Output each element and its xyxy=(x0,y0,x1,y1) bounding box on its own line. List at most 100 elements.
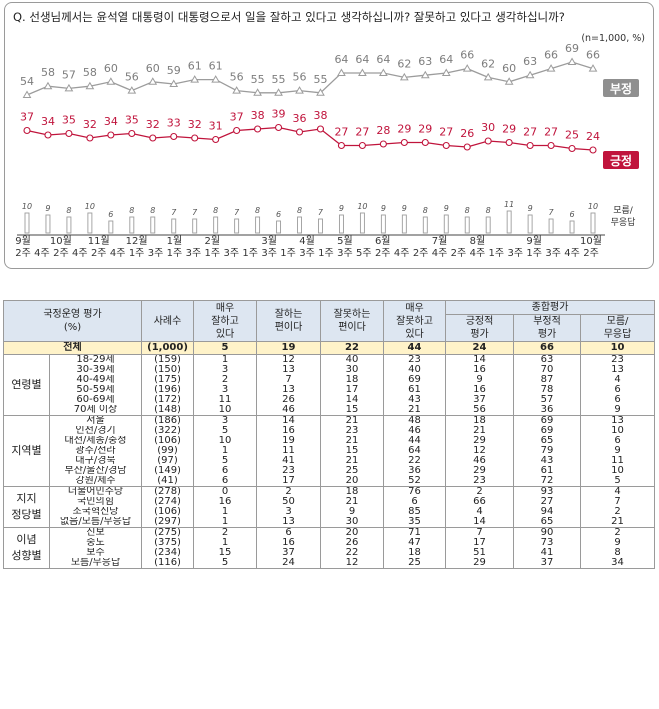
header-very-bad: 매우 잘못하고 있다 xyxy=(383,300,447,342)
data-label: 24 xyxy=(586,130,600,143)
data-point xyxy=(127,86,137,94)
data-point xyxy=(22,90,32,98)
legend-tag-positive xyxy=(603,151,639,169)
data-point xyxy=(442,141,450,150)
x-tick-week: 3주 xyxy=(299,248,315,259)
table-cell: 4 xyxy=(580,486,656,497)
table-cell: 47 xyxy=(383,538,447,548)
dont-know-bar xyxy=(24,212,30,234)
data-point xyxy=(254,125,262,133)
data-label: 56 xyxy=(293,71,307,84)
header-dont-know: 모름/ 무응답 xyxy=(580,314,656,342)
sample-size: (322) xyxy=(141,426,195,436)
data-point xyxy=(525,70,535,79)
table-cell: 24 xyxy=(256,558,322,569)
x-tick-month: 8월 xyxy=(470,235,486,247)
data-label: 55 xyxy=(272,73,286,86)
group-label: 이념 성향별 xyxy=(3,527,50,569)
x-tick-week: 1주 xyxy=(129,248,145,259)
table-cell: 76 xyxy=(383,486,447,497)
sample-size: (41) xyxy=(141,476,195,487)
table-cell: 6 xyxy=(580,385,656,395)
data-label: 57 xyxy=(62,68,76,81)
legend-label-positive: 긍정 xyxy=(610,153,632,168)
table-cell: 15 xyxy=(320,446,385,456)
dont-know-bar xyxy=(548,218,554,234)
dont-know-bar xyxy=(255,216,261,234)
sample-size: (275) xyxy=(141,527,195,538)
x-tick-week: 3주 xyxy=(545,248,561,259)
dont-know-bar xyxy=(45,214,51,234)
table-cell: 44 xyxy=(383,436,447,446)
table-cell: 21 xyxy=(445,426,515,436)
table-cell: 13 xyxy=(580,415,656,426)
data-label: 63 xyxy=(418,55,432,68)
data-point xyxy=(588,64,598,72)
table-cell: 52 xyxy=(383,476,447,487)
sample-size: (159) xyxy=(141,354,195,365)
data-point xyxy=(169,79,179,87)
table-row: 40-49세 (175) 2 7 18 69 9 87 4 xyxy=(4,375,656,385)
dont-know-label: 11 xyxy=(504,200,514,209)
table-row: 70세 이상 (148) 10 46 15 21 56 36 9 xyxy=(4,405,656,416)
dont-know-label: 10 xyxy=(22,202,32,211)
header-overall: 종합평가 xyxy=(445,300,656,315)
data-label: 27 xyxy=(523,126,537,139)
table-cell: 21 xyxy=(580,517,656,528)
table-cell: 14 xyxy=(256,415,322,426)
sample-size: (97) xyxy=(141,456,195,466)
table-cell: 29 xyxy=(445,466,515,476)
row-label: 부산/울산/경남 xyxy=(48,466,143,476)
dont-know-label: 8 xyxy=(423,206,428,215)
table-cell: 72 xyxy=(513,476,582,487)
table-cell: 57 xyxy=(513,395,582,405)
approval-breakdown-table: 국정운영 평가 (%) 사례수 매우 잘하고 있다 잘하는 편이다 잘못하는 편… xyxy=(2,300,656,569)
data-label: 58 xyxy=(41,66,55,79)
data-point xyxy=(546,64,556,72)
table-cell: 37 xyxy=(513,558,582,569)
data-point xyxy=(358,141,366,150)
data-label: 37 xyxy=(230,111,244,124)
table-cell: 9 xyxy=(445,375,515,385)
table-cell: 87 xyxy=(513,375,582,385)
table-cell: 61 xyxy=(513,466,582,476)
dont-know-bar xyxy=(443,214,449,234)
data-point xyxy=(43,81,53,90)
dont-know-label: 6 xyxy=(276,210,281,219)
table-cell: 48 xyxy=(383,415,447,426)
sample-size: (148) xyxy=(141,405,195,416)
table-cell: 10 xyxy=(580,466,656,476)
table-row: 지역별 서울 (186) 3 14 21 48 18 69 13 xyxy=(3,415,656,487)
row-label: 18-29세 xyxy=(48,354,143,365)
x-tick-week: 2주 xyxy=(451,248,467,259)
data-point xyxy=(421,138,429,147)
table-cell: 6 xyxy=(580,436,656,446)
x-tick-month: 3월 xyxy=(261,235,277,247)
data-point xyxy=(379,140,387,148)
approval-chart-panel: Q. 선생님께서는 윤석열 대통령이 대통령으로서 일을 잘하고 있다고 생각하… xyxy=(4,2,654,269)
data-label: 34 xyxy=(104,115,118,128)
header-negative: 부정적 평가 xyxy=(513,314,582,342)
legend-label-dont-know: 모름/ xyxy=(613,205,634,216)
data-label: 64 xyxy=(439,53,453,66)
table-cell: 41 xyxy=(513,548,582,558)
table-cell: 1 xyxy=(193,507,258,517)
table-cell: 16 xyxy=(445,365,515,375)
data-label: 66 xyxy=(460,49,474,62)
data-point xyxy=(64,83,74,92)
table-cell: 23 xyxy=(383,354,447,365)
table-cell: 21 xyxy=(320,436,385,446)
data-label: 60 xyxy=(146,62,160,75)
table-cell: 7 xyxy=(580,497,656,507)
x-tick-week: 2주 xyxy=(15,248,31,259)
table-cell: 21 xyxy=(320,415,385,426)
x-tick-week: 4주 xyxy=(72,248,88,259)
table-cell: 18 xyxy=(445,415,515,426)
table-cell: 36 xyxy=(383,466,447,476)
x-tick-month: 12월 xyxy=(126,235,148,247)
table-cell: 21 xyxy=(320,456,385,466)
table-cell: 66 xyxy=(513,341,582,355)
data-point xyxy=(65,129,73,138)
table-cell: 16 xyxy=(256,426,322,436)
table-cell: 43 xyxy=(513,456,582,466)
